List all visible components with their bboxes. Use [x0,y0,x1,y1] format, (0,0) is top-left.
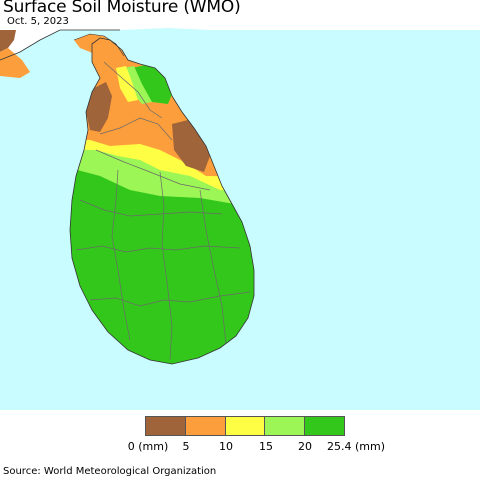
legend-swatch-5-10 [185,417,226,435]
mainland-soil-orange [0,48,30,78]
legend-tick-25: 25.4 (mm) [326,440,386,453]
legend: 0 (mm) 5 10 15 20 25.4 (mm) [0,414,480,456]
legend-tick-10: 10 [219,440,233,453]
legend-swatch-0-5 [146,417,186,435]
coastline-mainland [0,29,120,61]
source-credit: Source: World Meteorological Organizatio… [3,466,217,477]
legend-tick-5: 5 [182,440,190,453]
map-title: Surface Soil Moisture (WMO) [3,0,241,17]
northwest-brown-patch [86,82,112,132]
legend-tick-20: 20 [298,440,312,453]
legend-swatch-20-25 [305,417,344,435]
northern-islands-outline [73,33,125,57]
legend-tick-15: 15 [259,440,273,453]
east-brown-patch [172,120,210,172]
legend-tick-0: 0 (mm) [127,440,169,453]
legend-swatch-10-15 [225,417,266,435]
soil-moisture-map [0,0,480,410]
mainland-soil-brown [0,30,16,52]
map-date: Oct. 5, 2023 [7,16,69,27]
sri-lanka-coastline [69,37,255,365]
legend-swatch-15-20 [265,417,306,435]
legend-color-bar [145,416,345,436]
mainland-india [0,0,480,60]
